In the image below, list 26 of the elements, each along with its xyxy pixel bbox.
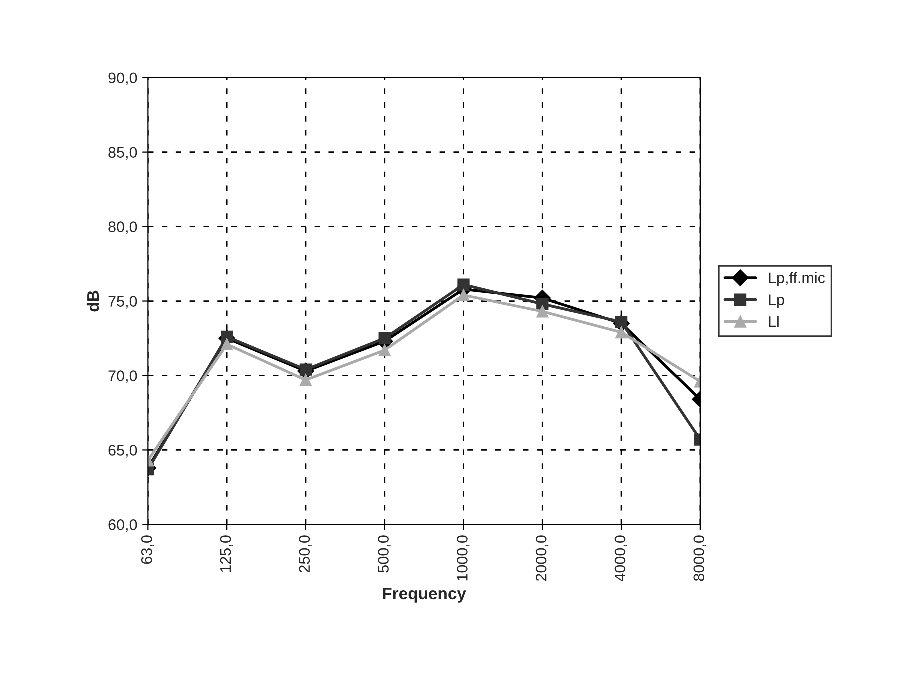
x-tick-label: 500,0: [378, 536, 391, 573]
y-tick-label: 65,0: [108, 445, 138, 458]
point: [378, 332, 391, 345]
y-tick-label: 90,0: [108, 72, 138, 86]
x-tick-label: 250,0: [299, 536, 312, 573]
point: [300, 374, 312, 386]
x-tick-label: 1000,0: [457, 536, 470, 581]
y-axis-title: dB: [86, 290, 100, 312]
legend-label: Ll: [769, 316, 779, 328]
y-tick-label: 75,0: [108, 296, 138, 309]
point: [458, 278, 470, 291]
y-tick-label: 60,0: [108, 520, 138, 532]
y-tick-label: 80,0: [108, 222, 138, 234]
point: [536, 306, 549, 318]
y-tick-label: 85,0: [108, 147, 138, 160]
x-tick-label: 4000,0: [614, 536, 628, 582]
legend-label: Lp: [769, 294, 784, 308]
x-tick-label: 2000,0: [536, 536, 549, 582]
point: [378, 344, 391, 356]
x-tick-label: 125,0: [220, 536, 233, 572]
y-tick-label: 70,0: [108, 370, 138, 384]
x-tick-label: 8000,0: [694, 536, 706, 582]
legend-label: Lp,ff.mic: [769, 272, 826, 287]
x-axis-title: Frequency: [383, 588, 466, 603]
x-tick-label: 63,0: [141, 536, 154, 564]
point: [458, 289, 470, 302]
